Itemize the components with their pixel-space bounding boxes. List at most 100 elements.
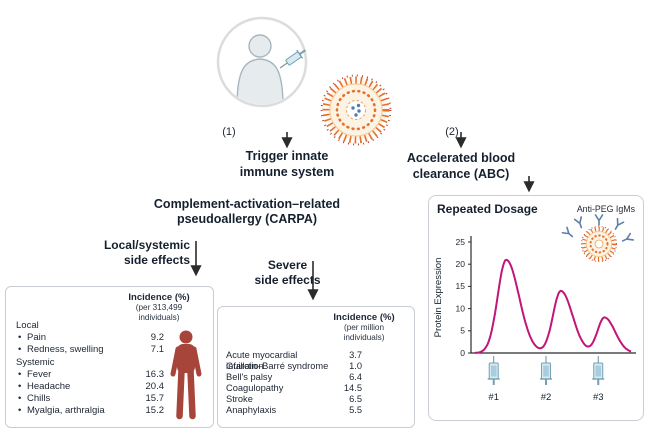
repeated-dosage-title: Repeated Dosage: [437, 202, 538, 216]
y-tick-label: 15: [456, 281, 466, 291]
row-label: Pain: [27, 332, 47, 343]
step-2-line1: Accelerated blood: [406, 151, 516, 165]
table-row: • Chills 15.7: [18, 393, 164, 404]
row-value: 6.4: [349, 372, 362, 382]
row-value: 7.1: [150, 344, 164, 355]
step-1-title: Trigger innate immune system: [225, 148, 349, 180]
row-label: Bell's palsy: [226, 372, 273, 382]
table-row: Guillain–Barré syndrome 1.0: [226, 361, 362, 372]
row-value: 5.5: [349, 405, 362, 415]
step-2-title: Accelerated blood clearance (ABC): [396, 150, 526, 182]
incidence-sub1: (per million: [343, 323, 385, 332]
table-row: • Pain 9.2: [18, 332, 164, 343]
row-label: Acute myocardial infarction: [226, 350, 298, 371]
syringe-icon: [592, 356, 605, 385]
bullet-icon: •: [18, 344, 22, 355]
y-axis-title: Protein Expression: [433, 258, 444, 338]
dose-label: #2: [541, 392, 552, 403]
human-body-icon: [170, 330, 202, 420]
row-label: Coagulopathy: [226, 383, 284, 393]
severe-line1: Severe: [267, 258, 308, 272]
carpa-title: Complement-activation–related pseudoalle…: [133, 197, 361, 227]
bullet-icon: •: [18, 381, 22, 392]
repeated-dosage-chart: 0 5 10 15 20 25 Protein Expression #1 #2 #3: [433, 236, 636, 403]
dose-label: #1: [488, 392, 499, 403]
section-label-local: Local: [16, 320, 39, 331]
human-body-illustration: [170, 330, 202, 420]
person-illustration: [216, 16, 308, 108]
y-tick-label: 5: [460, 326, 465, 336]
row-value: 9.2: [150, 332, 164, 343]
row-value: 16.3: [145, 369, 165, 380]
table-row: • Fever 16.3: [18, 369, 164, 380]
row-value: 1.0: [349, 361, 362, 371]
local-incidence-box: Incidence (%) (per 313,499 individuals) …: [5, 286, 214, 428]
anti-peg-igm-icon: [561, 214, 634, 263]
lipid-nanoparticle-icon: [320, 74, 392, 146]
incidence-title: Incidence (%): [128, 292, 190, 303]
row-label: Fever: [27, 369, 52, 380]
person-icon: [236, 34, 284, 105]
local-systemic-label: Local/systemic side effects: [80, 238, 190, 268]
incidence-title: Incidence (%): [333, 312, 395, 323]
step-2-line2: clearance (ABC): [412, 167, 510, 181]
step-1-line2: immune system: [239, 165, 335, 179]
y-tick-label: 0: [460, 348, 465, 358]
local-systemic-line1: Local/systemic: [103, 238, 190, 252]
row-label: Chills: [27, 393, 51, 404]
repeated-dosage-box: Repeated Dosage Anti-PEG IgMs 0 5 10 15 20 25…: [428, 195, 644, 421]
carpa-line2: pseudoallergy (CARPA): [176, 212, 318, 226]
y-tick-label: 20: [456, 259, 466, 269]
syringe-icon: [539, 356, 552, 385]
local-systemic-line2: side effects: [123, 253, 190, 267]
igm-lnp-illustration: [561, 214, 634, 263]
row-value: 15.7: [145, 393, 165, 404]
row-label: Anaphylaxis: [226, 405, 277, 415]
severe-incidence-header: Incidence (%) (per million individuals): [320, 312, 408, 342]
bullet-icon: •: [18, 332, 22, 343]
table-row: • Headache 20.4: [18, 381, 164, 392]
table-row: Acute myocardial infarction 3.7: [226, 350, 362, 372]
y-tick-label: 25: [456, 237, 466, 247]
y-tick-label: 10: [456, 303, 466, 313]
lnp-illustration: [320, 74, 392, 146]
row-value: 3.7: [349, 350, 362, 360]
syringe-icon: [487, 356, 500, 385]
row-value: 6.5: [349, 394, 362, 404]
carpa-line1: Complement-activation–related: [153, 197, 341, 211]
row-label: Headache: [27, 381, 71, 392]
row-label: Myalgia, arthralgia: [27, 405, 105, 416]
bullet-icon: •: [18, 393, 22, 404]
row-value: 14.5: [343, 383, 362, 393]
expression-curve: [474, 258, 632, 354]
section-label-systemic: Systemic: [16, 357, 55, 368]
local-incidence-header: Incidence (%) (per 313,499 individuals): [109, 292, 209, 322]
bullet-icon: •: [18, 369, 22, 380]
antibody-y-icons: [561, 214, 634, 242]
syringe-icon: [279, 49, 306, 69]
severe-line2: side effects: [254, 273, 321, 287]
step-1-line1: Trigger innate: [245, 149, 329, 163]
anti-peg-igm-label: Anti-PEG IgMs: [576, 204, 635, 214]
dose-label: #3: [593, 392, 604, 403]
row-value: 15.2: [145, 405, 165, 416]
incidence-sub2: individuals): [343, 332, 385, 342]
row-value: 20.4: [145, 381, 165, 392]
step-2-number: (2): [445, 126, 459, 138]
table-row: • Redness, swelling 7.1: [18, 344, 164, 355]
row-label: Stroke: [226, 394, 253, 404]
incidence-sub2: individuals): [138, 312, 180, 322]
severe-label: Severe side effects: [240, 258, 335, 288]
table-row: Anaphylaxis 5.5: [226, 405, 362, 416]
bullet-icon: •: [18, 405, 22, 416]
table-row: Bell's palsy 6.4: [226, 372, 362, 383]
table-row: Stroke 6.5: [226, 394, 362, 405]
table-row: • Myalgia, arthralgia 15.2: [18, 405, 164, 416]
incidence-sub1: (per 313,499: [135, 303, 183, 312]
row-label: Redness, swelling: [27, 344, 104, 355]
severe-incidence-box: Incidence (%) (per million individuals) …: [217, 306, 415, 428]
step-1-number: (1): [222, 126, 236, 138]
table-row: Coagulopathy 14.5: [226, 383, 362, 394]
row-label: Guillain–Barré syndrome: [226, 361, 329, 371]
